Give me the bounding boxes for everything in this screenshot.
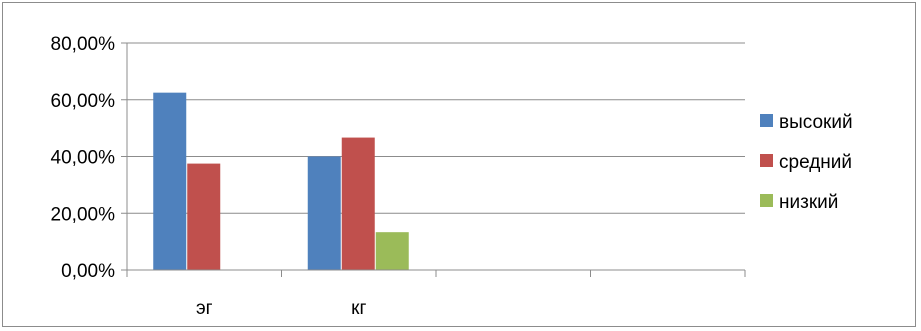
y-tick-label: 80,00% <box>51 34 116 55</box>
legend-swatch-низкий <box>760 194 773 207</box>
legend-label-высокий: высокий <box>779 112 853 133</box>
legend-swatch-средний <box>760 154 773 167</box>
x-tick-label: эг <box>196 298 213 319</box>
bar-средний <box>187 163 221 270</box>
bar-низкий <box>375 232 409 270</box>
y-tick-label: 0,00% <box>61 261 115 282</box>
y-tick-label: 20,00% <box>51 204 116 225</box>
legend-label-низкий: низкий <box>779 192 838 213</box>
legend-swatch-высокий <box>760 114 773 127</box>
y-tick-label: 40,00% <box>51 148 116 169</box>
x-tick-label: кг <box>351 298 366 319</box>
legend-label-средний: средний <box>779 152 852 173</box>
bar-высокий <box>307 156 341 270</box>
y-tick-label: 60,00% <box>51 91 116 112</box>
bar-средний <box>341 137 375 270</box>
bar-высокий <box>153 92 187 270</box>
